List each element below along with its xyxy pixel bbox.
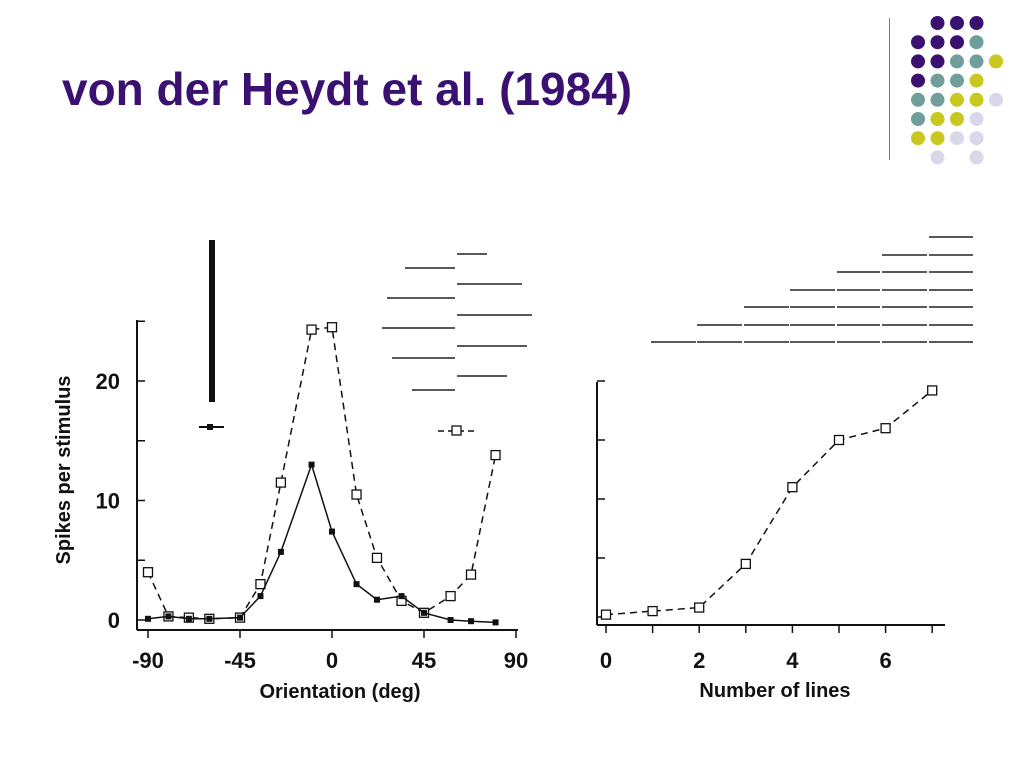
data-point-open bbox=[326, 322, 338, 333]
data-point-open bbox=[647, 605, 658, 617]
data-point-open bbox=[465, 569, 477, 580]
right-x-label: Number of lines bbox=[699, 680, 850, 702]
data-point-filled bbox=[353, 581, 360, 588]
data-point-filled bbox=[468, 618, 475, 625]
data-point-open bbox=[740, 558, 751, 570]
data-point-open bbox=[306, 324, 317, 335]
data-point-open bbox=[275, 477, 287, 488]
title-divider-line bbox=[889, 18, 890, 160]
data-point-filled bbox=[237, 614, 243, 621]
x-tick-label: 0 bbox=[326, 648, 338, 673]
data-point-filled bbox=[257, 593, 264, 600]
data-point-filled bbox=[492, 619, 499, 626]
stimulus-line-array bbox=[382, 253, 532, 391]
data-point-filled bbox=[185, 615, 192, 622]
data-point-open bbox=[880, 423, 891, 434]
data-point-filled bbox=[398, 593, 405, 600]
data-point-open bbox=[142, 567, 154, 578]
data-point-filled bbox=[206, 615, 213, 622]
x-tick-label: 4 bbox=[786, 648, 799, 673]
data-point-open bbox=[600, 609, 612, 620]
y-tick-label: 10 bbox=[96, 489, 120, 514]
y-tick-label: 0 bbox=[108, 608, 120, 633]
data-point-filled bbox=[165, 613, 172, 620]
slide-title: von der Heydt et al. (1984) bbox=[62, 63, 633, 115]
data-point-open bbox=[927, 385, 938, 396]
x-tick-label: -90 bbox=[132, 648, 164, 673]
x-tick-label: 45 bbox=[412, 648, 436, 673]
data-point-open bbox=[255, 579, 266, 590]
right-chart: Number of lines 0 2 4 6 bbox=[596, 236, 973, 702]
series-line-solid bbox=[147, 462, 496, 624]
left-y-label: Spikes per stimulus bbox=[53, 376, 75, 565]
legend-filled-marker bbox=[207, 424, 213, 430]
data-point-filled bbox=[329, 528, 335, 535]
series-line-dashed bbox=[605, 389, 933, 616]
data-point-filled bbox=[277, 548, 284, 555]
legend-open-marker bbox=[451, 425, 462, 436]
y-tick-label: 20 bbox=[96, 369, 120, 394]
left-x-label: Orientation (deg) bbox=[259, 681, 420, 703]
x-tick-label: 6 bbox=[879, 648, 891, 673]
data-point-open bbox=[787, 482, 798, 493]
data-point-open bbox=[371, 552, 383, 564]
data-point-open bbox=[833, 434, 845, 446]
x-tick-label: -45 bbox=[224, 648, 256, 673]
data-point-filled bbox=[447, 617, 454, 623]
stimulus-single-line bbox=[209, 240, 215, 402]
data-point-filled bbox=[373, 596, 380, 603]
x-tick-label: 90 bbox=[504, 648, 528, 673]
data-point-filled bbox=[308, 461, 315, 468]
left-chart: Orientation (deg) Spikes per stimulus -9… bbox=[53, 240, 532, 703]
data-point-open bbox=[694, 602, 705, 613]
data-point-filled bbox=[421, 609, 427, 616]
x-tick-label: 2 bbox=[693, 648, 705, 673]
data-point-open bbox=[351, 489, 362, 500]
data-point-open bbox=[490, 449, 501, 461]
series-line-dashed bbox=[147, 326, 497, 620]
x-tick-label: 0 bbox=[600, 648, 612, 673]
data-point-filled bbox=[145, 615, 151, 622]
stimulus-line-groups bbox=[651, 236, 973, 343]
data-point-open bbox=[445, 590, 456, 602]
